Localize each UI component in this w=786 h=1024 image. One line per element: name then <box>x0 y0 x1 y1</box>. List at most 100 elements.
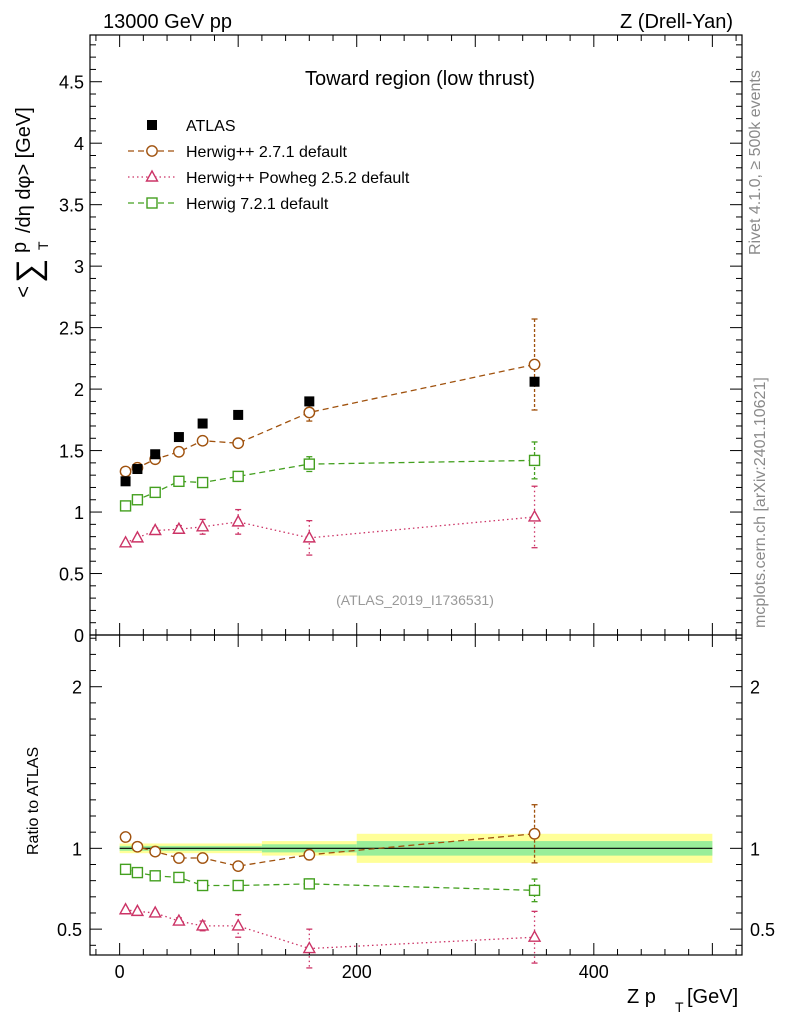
ratio-series-herwig-7-2-1-default <box>119 863 541 903</box>
data-point <box>173 445 185 458</box>
data-point <box>303 406 316 419</box>
legend-label: Herwig++ Powheg 2.5.2 default <box>186 170 410 187</box>
legend-item: ATLAS <box>147 118 236 135</box>
legend-label: Herwig++ 2.7.1 default <box>186 144 348 161</box>
data-point <box>528 454 541 467</box>
ratio-series-herwig-powheg-2-5-2-default <box>118 902 542 969</box>
data-point <box>118 902 133 915</box>
main-panel: 0 0.5 1 1.5 2 2.5 3 3.5 4 4.5 Toward region (low … <box>59 34 743 646</box>
legend-marker <box>146 145 158 157</box>
ratio-y-tick-label: 2 <box>72 678 82 698</box>
data-point <box>233 409 244 420</box>
data-point <box>150 449 161 460</box>
data-point <box>303 458 316 470</box>
data-point <box>119 500 132 512</box>
series-line <box>125 909 535 950</box>
data-point <box>232 437 245 450</box>
data-point <box>119 831 132 843</box>
data-point <box>120 476 131 487</box>
ratio-y-axis-label: Ratio to ATLAS <box>25 747 42 855</box>
data-point <box>195 918 210 931</box>
data-point <box>195 519 210 532</box>
header-energy-label: 13000 GeV pp <box>103 11 232 33</box>
legend-item: Herwig 7.2.1 default <box>128 196 329 213</box>
data-point <box>303 848 316 861</box>
data-point <box>528 884 541 897</box>
data-point <box>528 358 541 371</box>
data-point <box>528 827 541 840</box>
legend-item: Herwig++ Powheg 2.5.2 default <box>128 169 410 187</box>
mcplots-credit-label: mcplots.cern.ch [arXiv:2401.10621] <box>752 377 769 628</box>
main-y-tick-label: 3.5 <box>59 196 84 216</box>
main-y-axis-label: < ∑ p T /dη dφ> [GeV] <box>9 107 51 298</box>
y-label-rest: /dη dφ> [GeV] <box>13 107 35 233</box>
legend-item: Herwig++ 2.7.1 default <box>128 144 348 161</box>
data-point <box>130 530 145 543</box>
data-point <box>149 845 162 858</box>
data-point <box>118 535 133 548</box>
data-point <box>172 521 186 534</box>
data-point <box>302 530 316 543</box>
x-label-main: Z p <box>627 986 656 1008</box>
main-y-tick-label: 0 <box>74 626 84 646</box>
data-point <box>173 871 185 884</box>
data-point <box>172 913 186 926</box>
series-line <box>125 516 535 544</box>
data-point <box>196 434 209 447</box>
data-point <box>232 470 244 483</box>
y-label-sum: ∑ <box>10 259 48 283</box>
x-label-sub: T <box>675 999 684 1015</box>
data-point <box>130 903 145 917</box>
series-line <box>125 459 535 507</box>
main-y-tick-label: 3 <box>74 257 84 277</box>
y-label-open: < <box>13 286 35 298</box>
y-label-p: p <box>9 242 31 253</box>
ratio-panel: 0.5 0.5 1 1 2 2 0 200 400 <box>57 634 775 982</box>
main-y-tick-label: 4.5 <box>59 73 84 93</box>
legend-marker <box>145 169 159 182</box>
data-point <box>131 494 144 506</box>
data-point <box>131 866 144 879</box>
data-point <box>232 879 244 892</box>
y-label-sub: T <box>35 241 51 250</box>
x-label-unit: [GeV] <box>687 986 738 1008</box>
data-point <box>231 918 245 931</box>
ratio-y-tick-label-right: 0.5 <box>750 920 775 940</box>
data-point <box>529 376 540 387</box>
data-point <box>231 514 245 527</box>
main-x-axis-ticks <box>95 35 737 635</box>
data-point <box>173 852 185 864</box>
legend-marker <box>147 120 157 130</box>
ratio-y-tick-label: 0.5 <box>57 920 82 940</box>
legend: ATLAS Herwig++ 2.7.1 default Herwig++ Powh… <box>128 118 410 213</box>
data-point <box>196 879 209 892</box>
x-tick-label: 400 <box>579 962 609 982</box>
main-y-tick-label: 2 <box>74 380 84 400</box>
data-point <box>132 464 143 475</box>
series-herwig-powheg-2-5-2-default <box>118 485 542 556</box>
ratio-series-group <box>118 804 542 969</box>
ratio-y-axis: 0.5 0.5 1 1 2 2 <box>57 637 775 946</box>
ratio-y-tick-label: 1 <box>72 839 82 859</box>
series-line <box>125 363 535 473</box>
data-point <box>196 852 209 864</box>
rivet-version-label: Rivet 4.1.0, ≥ 500k events <box>747 70 764 255</box>
main-y-tick-label: 4 <box>74 134 84 154</box>
chart-title: Toward region (low thrust) <box>305 68 535 90</box>
data-point <box>119 863 132 876</box>
data-point <box>173 475 185 488</box>
main-y-axis: 0 0.5 1 1.5 2 2.5 3 3.5 4 4.5 <box>59 44 742 646</box>
main-series-group <box>118 318 542 556</box>
ratio-series-herwig-2-7-1-default <box>119 804 541 873</box>
main-y-tick-label: 0.5 <box>59 565 84 585</box>
series-line <box>125 868 535 892</box>
series-line <box>125 833 535 867</box>
main-y-tick-label: 2.5 <box>59 319 84 339</box>
data-point <box>173 432 184 443</box>
data-point <box>527 929 542 942</box>
x-tick-label: 0 <box>115 962 125 982</box>
data-point <box>148 523 162 536</box>
legend-marker <box>146 197 158 209</box>
data-point <box>304 396 315 407</box>
